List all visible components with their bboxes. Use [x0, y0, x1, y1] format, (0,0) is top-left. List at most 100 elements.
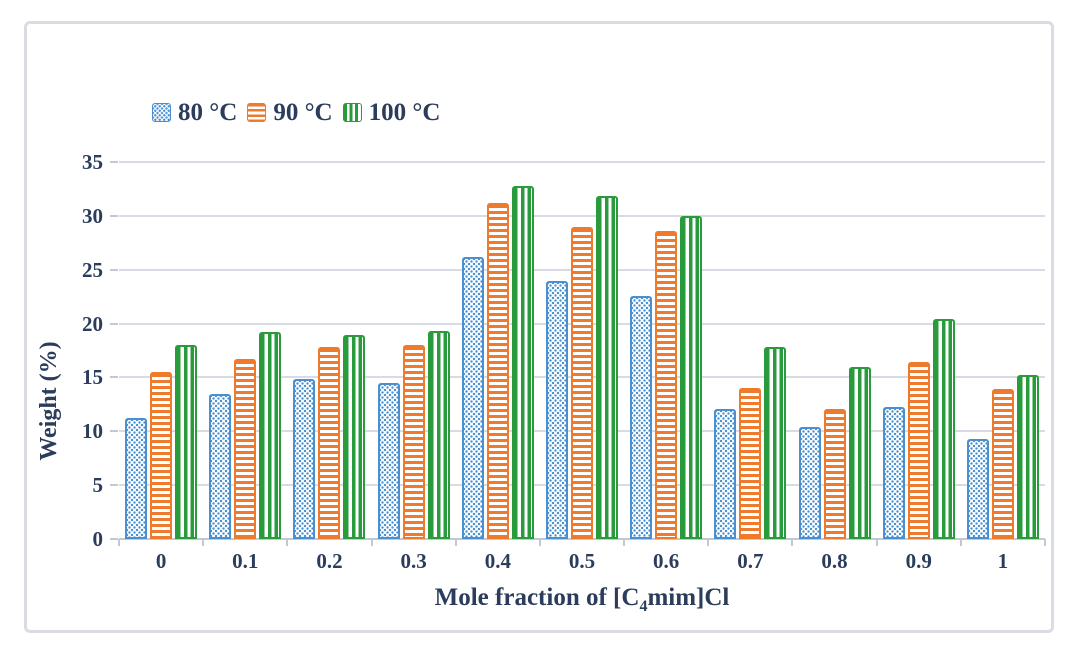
bar-group-0.6: [624, 215, 708, 539]
bar-100°C-x0.6: [680, 215, 703, 539]
bar-80°C-x0.4: [461, 256, 484, 539]
legend-swatch-90c-icon: [247, 103, 267, 122]
bar-group-0.4: [456, 185, 540, 539]
bar-group-1: [961, 375, 1045, 539]
bar-90°C-x1: [991, 389, 1014, 539]
x-tick-label-0.8: 0.8: [821, 549, 848, 573]
x-axis-tick-2: [286, 539, 289, 546]
y-axis-tick-15: [110, 376, 118, 379]
x-axis-tick-8: [791, 539, 794, 546]
y-tick-label-25: 25: [82, 257, 103, 282]
bar-80°C-x0: [125, 418, 148, 539]
y-tick-label-5: 5: [92, 473, 104, 498]
y-axis-tick-20: [110, 322, 118, 325]
chart-figure: 80 °C 90 °C 100 °C Weight (%) Mole fract…: [24, 21, 1054, 633]
bar-100°C-x0.7: [764, 347, 787, 539]
x-axis-tick-4: [454, 539, 457, 546]
y-tick-label-35: 35: [82, 150, 103, 174]
bar-80°C-x0.5: [545, 280, 568, 539]
legend-label-80c: 80 °C: [178, 99, 238, 126]
bar-100°C-x1: [1016, 375, 1039, 539]
bar-group-0.3: [372, 331, 456, 539]
x-axis-tick-0: [118, 539, 120, 546]
bar-90°C-x0.5: [570, 226, 593, 539]
x-axis-tick-3: [370, 539, 373, 546]
bar-90°C-x0.8: [823, 408, 846, 539]
bar-group-0.2: [287, 335, 371, 539]
y-axis-tick-5: [110, 484, 118, 487]
legend: 80 °C 90 °C 100 °C: [152, 100, 440, 125]
x-axis-tick-9: [875, 539, 878, 546]
x-axis-tick-10: [959, 539, 962, 546]
bar-group-0.8: [792, 366, 876, 539]
gridline-y-35: [119, 161, 1045, 163]
bar-90°C-x0.4: [486, 202, 509, 539]
x-tick-label-0.3: 0.3: [400, 549, 427, 573]
bar-group-0: [119, 345, 203, 539]
bar-80°C-x0.2: [293, 378, 316, 539]
x-axis-tick-7: [707, 539, 710, 546]
y-axis-title: Weight (%): [36, 341, 62, 461]
y-tick-label-10: 10: [82, 419, 103, 444]
bar-100°C-x0: [175, 345, 198, 539]
legend-swatch-100c-icon: [342, 103, 362, 122]
x-tick-label-0.4: 0.4: [484, 549, 511, 573]
bar-90°C-x0.1: [234, 359, 257, 539]
bar-80°C-x1: [966, 438, 989, 539]
y-axis-tick-35: [110, 161, 118, 163]
legend-label-90c: 90 °C: [273, 99, 333, 126]
bar-90°C-x0.3: [402, 345, 425, 539]
y-tick-label-20: 20: [82, 311, 103, 336]
x-tick-label-0.2: 0.2: [316, 549, 343, 573]
x-axis-tick-11: [1044, 539, 1046, 546]
bar-100°C-x0.3: [427, 331, 450, 539]
bar-90°C-x0: [150, 372, 173, 539]
legend-item-90c: 90 °C: [247, 99, 333, 126]
legend-label-100c: 100 °C: [368, 99, 441, 126]
y-tick-label-15: 15: [82, 365, 103, 390]
x-axis-title-subscript: 4: [639, 598, 648, 615]
y-axis-tick-25: [110, 268, 118, 271]
bar-90°C-x0.9: [907, 362, 930, 539]
legend-item-80c: 80 °C: [152, 100, 237, 125]
y-axis-tick-10: [110, 430, 118, 433]
x-axis-tick-5: [538, 539, 541, 546]
x-tick-label-0.6: 0.6: [653, 549, 680, 573]
x-tick-label-0.7: 0.7: [737, 549, 764, 573]
x-tick-label-1: 1: [997, 549, 1009, 573]
x-axis-title-suffix: mim]Cl: [647, 584, 730, 611]
bar-90°C-x0.2: [318, 347, 341, 539]
bar-80°C-x0.7: [714, 408, 737, 539]
x-axis-title-prefix: Mole fraction of [C: [434, 584, 640, 611]
bar-group-0.7: [708, 347, 792, 539]
gridline-y-30: [119, 214, 1045, 217]
y-axis-tick-0: [110, 538, 118, 540]
y-axis-tick-30: [110, 214, 118, 217]
bar-80°C-x0.6: [630, 295, 653, 539]
bar-100°C-x0.9: [932, 319, 955, 539]
legend-swatch-80c-icon: [152, 103, 171, 122]
x-tick-label-0: 0: [155, 549, 167, 573]
x-axis-tick-6: [623, 539, 626, 546]
bar-group-0.9: [877, 319, 961, 539]
bar-80°C-x0.3: [377, 382, 400, 539]
bar-100°C-x0.1: [259, 332, 282, 539]
bar-group-0.1: [203, 332, 287, 539]
y-tick-label-30: 30: [82, 203, 103, 228]
bar-group-0.5: [540, 196, 624, 539]
bar-80°C-x0.9: [882, 406, 905, 539]
bar-100°C-x0.8: [848, 366, 871, 539]
x-axis-line: [119, 538, 1045, 540]
plot-area: [118, 161, 1046, 546]
legend-item-100c: 100 °C: [342, 99, 441, 126]
bar-100°C-x0.2: [343, 335, 366, 539]
bar-90°C-x0.7: [739, 388, 762, 539]
bar-100°C-x0.4: [511, 185, 534, 539]
x-axis-title: Mole fraction of [C4mim]Cl: [119, 584, 1045, 616]
y-tick-label-0: 0: [92, 527, 104, 551]
x-axis-tick-1: [202, 539, 205, 546]
x-tick-label-0.5: 0.5: [568, 549, 596, 573]
bar-90°C-x0.6: [655, 230, 678, 539]
bar-100°C-x0.5: [595, 196, 618, 539]
x-tick-label-0.1: 0.1: [232, 549, 259, 573]
